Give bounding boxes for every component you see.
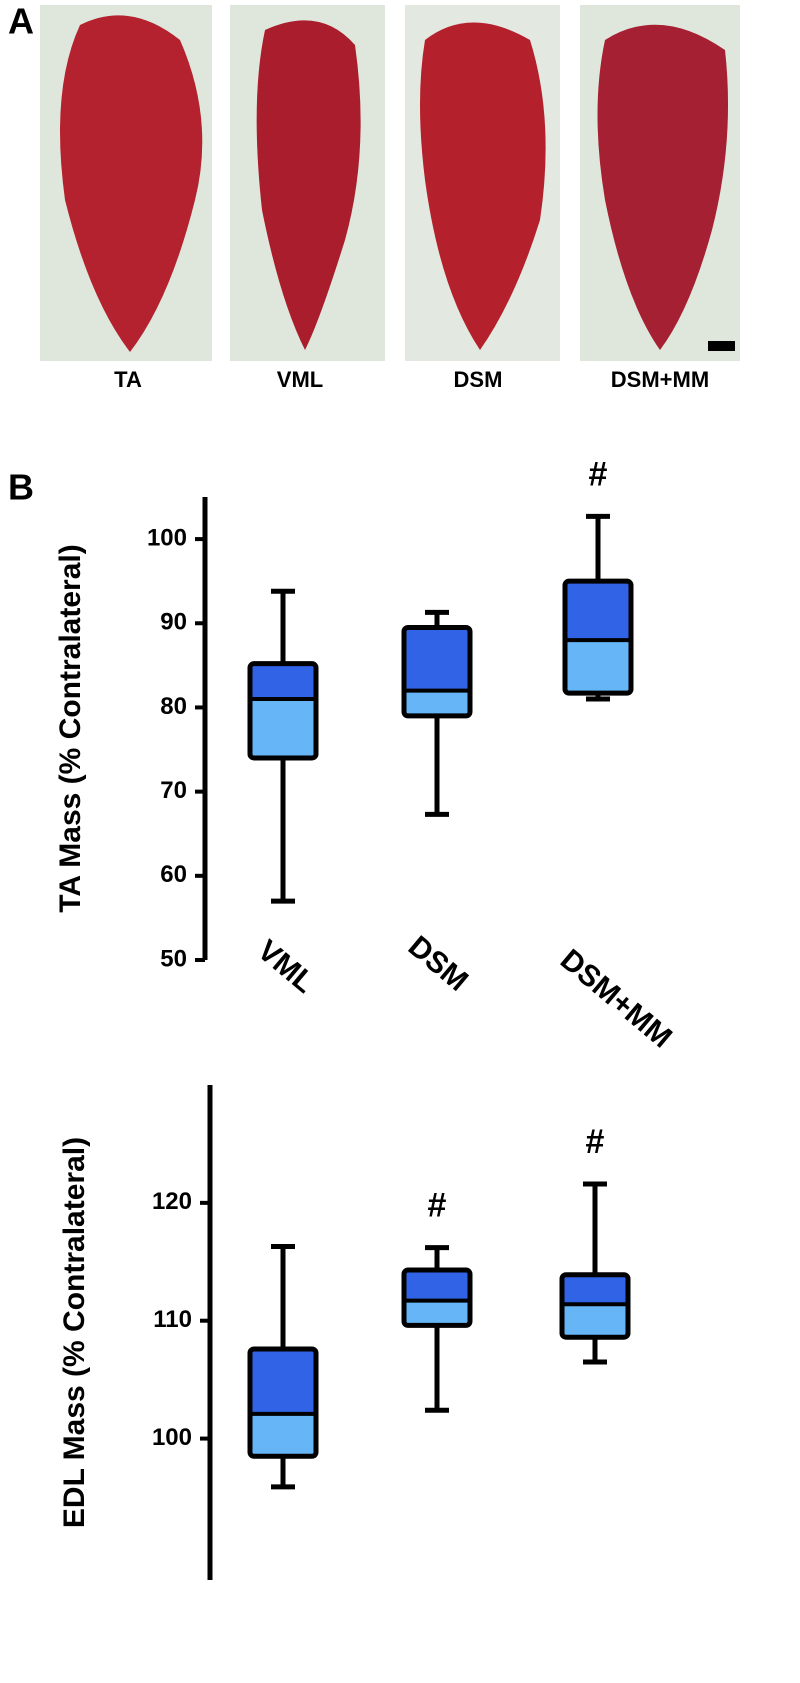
box-lower [250,1413,316,1457]
x-tick-label: VML [251,934,321,1000]
photo-label: TA [114,367,142,392]
box-lower [250,699,316,758]
y-tick-label: 70 [160,777,187,804]
photos [40,5,740,361]
box-outline [559,1272,631,1340]
box-upper [404,627,470,691]
y-tick-label: 100 [147,524,187,551]
box-upper [404,1270,470,1301]
y-tick-label: 120 [152,1188,192,1215]
y-tick-label: 110 [153,1306,192,1333]
box-lower [565,640,631,694]
box-outline [401,1267,473,1328]
box-lower [404,1300,470,1326]
x-tick-label: DSM [402,930,474,998]
box-upper [565,581,631,641]
box-upper [250,663,316,700]
y-tick-label: 90 [160,609,187,636]
muscle [420,22,546,350]
annotation: # [428,1187,447,1225]
box-outline [562,578,634,696]
box-upper [250,1349,316,1414]
muscle [256,20,361,351]
panel-letter: A [8,1,34,42]
box-outline [247,661,319,761]
y-axis-title: EDL Mass (% Contralateral) [58,1137,91,1528]
box-upper [562,1274,628,1305]
box-outline [247,1346,319,1459]
muscle [597,24,729,350]
annotation: # [589,455,608,493]
y-axis-title: TA Mass (% Contralateral) [54,544,87,912]
annotation: # [586,1123,605,1161]
panel-letter: B [8,467,34,508]
photo-label: VML [277,367,323,392]
box-lower [404,690,470,716]
y-tick-label: 100 [152,1424,192,1451]
box-lower [562,1304,628,1338]
y-tick-label: 50 [160,945,187,972]
x-tick-label: DSM+MM [554,943,678,1055]
photo-label: DSM+MM [611,367,709,392]
muscle [60,15,203,353]
photo-label: DSM [454,367,503,392]
scale-bar [708,341,735,351]
box-outline [401,624,473,719]
y-tick-label: 60 [160,861,187,888]
y-tick-label: 80 [160,693,187,720]
